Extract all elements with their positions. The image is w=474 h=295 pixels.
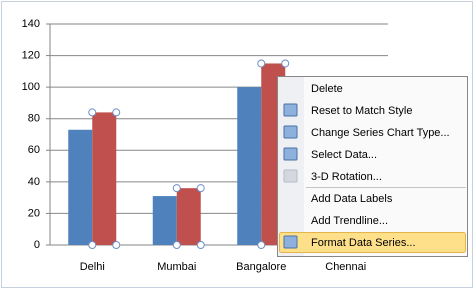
y-tick-label: 100	[22, 81, 40, 93]
x-tick-label: Delhi	[80, 261, 105, 273]
menu-item: 3-D Rotation...	[311, 171, 382, 183]
context-menu: Delete Reset to Match Style Change Series …	[277, 76, 468, 257]
selection-handle	[196, 241, 205, 249]
menu-item[interactable]: Delete	[311, 83, 343, 95]
menu-icon	[283, 235, 298, 249]
selection-handle	[88, 241, 97, 249]
selection-handle	[112, 241, 121, 249]
menu-frame	[277, 76, 468, 257]
menu-item[interactable]: Format Data Series...	[311, 237, 416, 249]
x-tick-label: Mumbai	[157, 261, 196, 273]
selection-handle	[257, 59, 266, 68]
y-tick-label: 40	[28, 176, 40, 188]
bar	[68, 129, 93, 245]
menu-highlight	[279, 232, 466, 253]
menu-item[interactable]: Reset to Match Style	[311, 105, 413, 117]
menu-icon	[283, 103, 298, 117]
bar	[152, 196, 177, 245]
bar	[176, 188, 201, 245]
y-tick-label: 140	[22, 18, 40, 30]
selection-handle	[281, 59, 290, 68]
x-tick-label: Chennai	[325, 261, 366, 273]
selection-handle	[172, 184, 181, 193]
y-tick-label: 20	[28, 207, 40, 219]
y-tick-label: 60	[28, 144, 40, 156]
menu-icon	[283, 125, 298, 139]
selection-handle	[88, 108, 97, 117]
menu-item[interactable]: Add Data Labels	[311, 193, 393, 205]
selection-handle	[196, 184, 205, 193]
y-tick-label: 0	[34, 239, 40, 251]
menu-item[interactable]: Change Series Chart Type...	[311, 127, 450, 139]
menu-icon	[283, 169, 298, 183]
selection-handle	[257, 241, 266, 249]
selection-handle	[172, 241, 181, 249]
bar	[92, 112, 117, 246]
menu-item[interactable]: Select Data...	[311, 149, 377, 161]
selection-handle	[112, 108, 121, 117]
y-tick-label: 80	[28, 113, 40, 125]
menu-item[interactable]: Add Trendline...	[311, 215, 388, 227]
y-tick-label: 120	[22, 49, 40, 61]
bar	[237, 87, 262, 246]
x-tick-label: Bangalore	[236, 261, 286, 273]
menu-icon	[283, 147, 298, 161]
